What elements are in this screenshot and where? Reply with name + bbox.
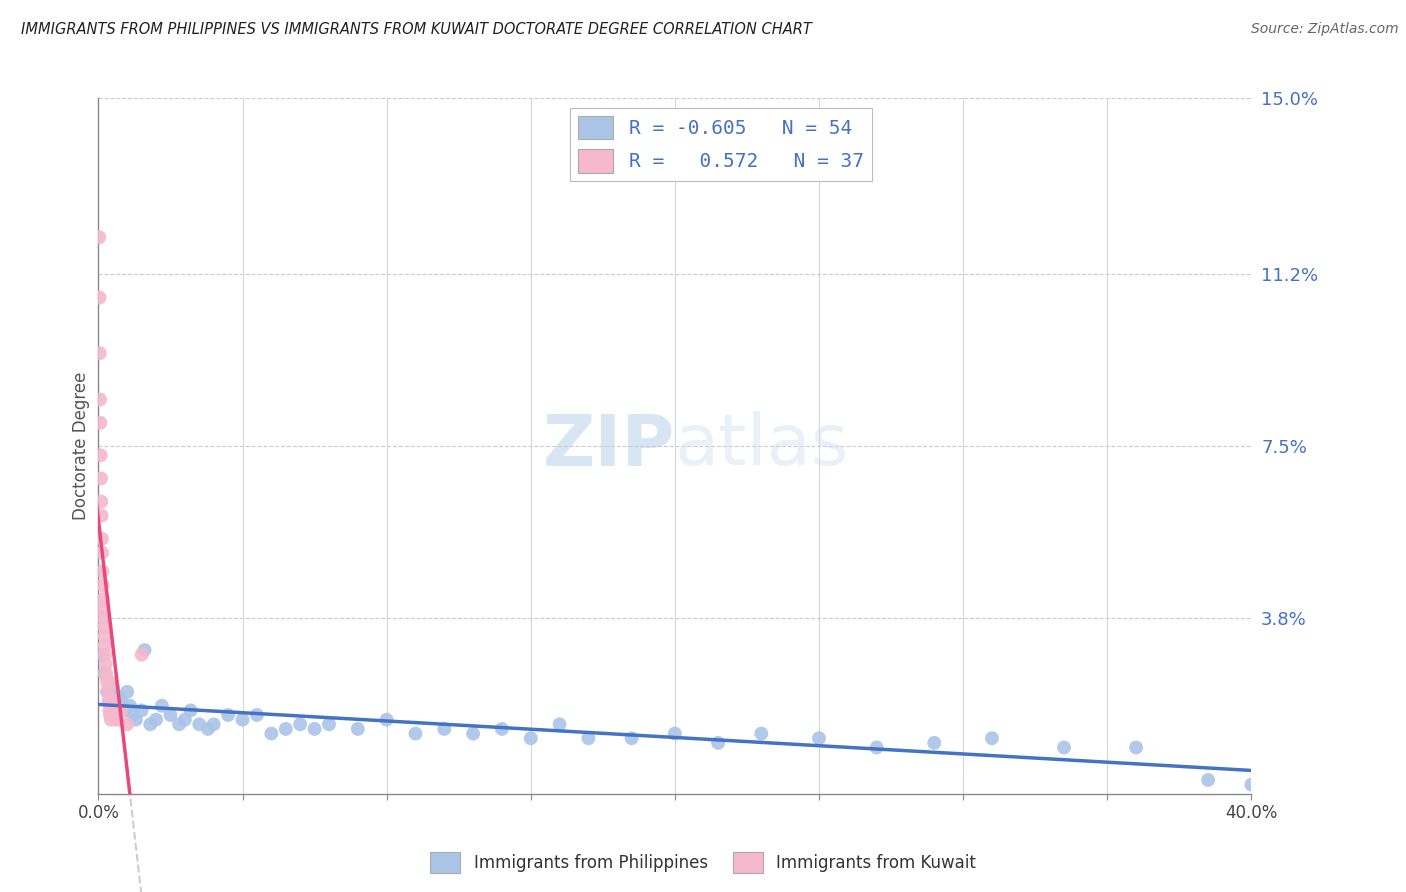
- Point: [620, 731, 643, 746]
- Point: [90, 648, 112, 662]
- Point: [117, 717, 139, 731]
- Text: IMMIGRANTS FROM PHILIPPINES VS IMMIGRANTS FROM KUWAIT DOCTORATE DEGREE CORRELATI: IMMIGRANTS FROM PHILIPPINES VS IMMIGRANT…: [21, 22, 811, 37]
- Point: [145, 713, 167, 727]
- Point: [866, 740, 889, 755]
- Point: [90, 448, 112, 462]
- Point: [1125, 740, 1147, 755]
- Point: [751, 726, 773, 740]
- Y-axis label: Doctorate Degree: Doctorate Degree: [72, 372, 90, 520]
- Point: [91, 578, 114, 592]
- Point: [433, 722, 456, 736]
- Point: [202, 717, 225, 731]
- Point: [98, 694, 121, 708]
- Point: [91, 601, 114, 615]
- Point: [90, 532, 112, 546]
- Point: [707, 736, 730, 750]
- Point: [290, 717, 312, 731]
- Point: [318, 717, 340, 731]
- Point: [139, 717, 162, 731]
- Point: [96, 666, 118, 681]
- Point: [94, 639, 117, 653]
- Point: [134, 643, 156, 657]
- Point: [104, 713, 127, 727]
- Point: [1240, 778, 1263, 792]
- Point: [520, 731, 543, 746]
- Point: [89, 230, 111, 244]
- Point: [150, 698, 173, 713]
- Point: [217, 708, 239, 723]
- Point: [304, 722, 326, 736]
- Point: [922, 736, 945, 750]
- Point: [107, 713, 129, 727]
- Point: [89, 291, 111, 305]
- Point: [97, 694, 120, 708]
- Point: [110, 703, 132, 717]
- Point: [103, 703, 125, 717]
- Point: [461, 726, 484, 740]
- Text: Source: ZipAtlas.com: Source: ZipAtlas.com: [1251, 22, 1399, 37]
- Point: [110, 694, 132, 708]
- Point: [197, 722, 219, 736]
- Point: [91, 546, 114, 560]
- Point: [180, 703, 202, 717]
- Legend: Immigrants from Philippines, Immigrants from Kuwait: Immigrants from Philippines, Immigrants …: [423, 846, 983, 880]
- Point: [93, 666, 115, 681]
- Point: [101, 680, 124, 694]
- Point: [188, 717, 211, 731]
- Point: [96, 675, 118, 690]
- Point: [100, 713, 122, 727]
- Point: [98, 703, 121, 717]
- Point: [131, 648, 153, 662]
- Text: ZIP: ZIP: [543, 411, 675, 481]
- Point: [94, 657, 117, 671]
- Point: [174, 713, 197, 727]
- Point: [93, 610, 115, 624]
- Point: [117, 685, 139, 699]
- Point: [346, 722, 368, 736]
- Point: [104, 698, 127, 713]
- Point: [125, 713, 148, 727]
- Point: [91, 564, 114, 578]
- Point: [90, 508, 112, 523]
- Point: [274, 722, 297, 736]
- Point: [89, 416, 111, 430]
- Point: [96, 685, 118, 699]
- Point: [101, 675, 124, 690]
- Point: [231, 713, 254, 727]
- Point: [93, 629, 115, 643]
- Point: [97, 685, 120, 699]
- Point: [94, 648, 117, 662]
- Point: [246, 708, 269, 723]
- Point: [807, 731, 830, 746]
- Point: [167, 717, 190, 731]
- Point: [664, 726, 686, 740]
- Point: [981, 731, 1004, 746]
- Point: [405, 726, 427, 740]
- Point: [1197, 772, 1219, 787]
- Point: [89, 392, 111, 407]
- Point: [91, 592, 114, 607]
- Point: [89, 346, 111, 360]
- Point: [578, 731, 600, 746]
- Point: [112, 703, 135, 717]
- Point: [101, 694, 124, 708]
- Point: [122, 708, 145, 723]
- Point: [96, 671, 118, 685]
- Point: [107, 690, 129, 704]
- Point: [260, 726, 283, 740]
- Point: [159, 708, 181, 723]
- Point: [131, 703, 153, 717]
- Text: atlas: atlas: [675, 411, 849, 481]
- Point: [93, 620, 115, 634]
- Point: [375, 713, 398, 727]
- Point: [90, 471, 112, 485]
- Point: [120, 698, 142, 713]
- Point: [98, 708, 121, 723]
- Point: [491, 722, 513, 736]
- Point: [1053, 740, 1076, 755]
- Legend: R = -0.605   N = 54, R =   0.572   N = 37: R = -0.605 N = 54, R = 0.572 N = 37: [571, 108, 872, 180]
- Point: [90, 494, 112, 508]
- Point: [548, 717, 571, 731]
